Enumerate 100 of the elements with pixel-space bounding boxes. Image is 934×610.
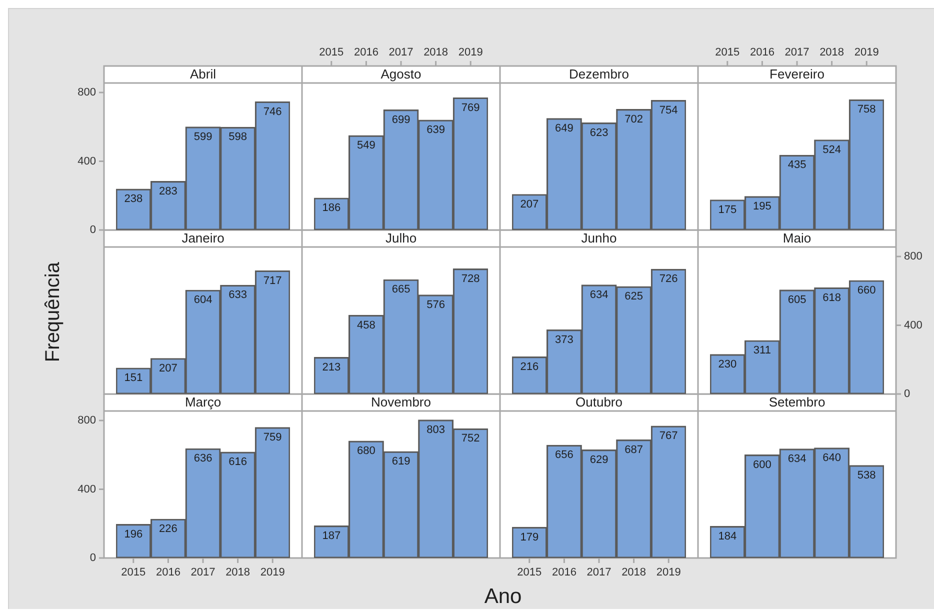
x-tick-label: 2018 (226, 566, 250, 579)
y-tick-label: 800 (78, 86, 96, 98)
data-label: 634 (788, 453, 806, 466)
chart-title: Fevereiro (770, 66, 824, 82)
data-label: 373 (555, 334, 574, 346)
data-label: 702 (624, 113, 643, 126)
data-label: 752 (461, 432, 480, 445)
data-label: 758 (857, 104, 876, 116)
data-label: 184 (718, 530, 737, 542)
x-tick-label: 2017 (388, 46, 414, 58)
x-tick-label: 2017 (586, 566, 612, 579)
x-tick-label: 2018 (622, 566, 646, 579)
data-label: 623 (590, 126, 608, 139)
data-label: 728 (461, 272, 480, 285)
data-label: 726 (659, 273, 678, 286)
data-label: 680 (357, 445, 376, 458)
data-label: 458 (357, 319, 376, 332)
data-label: 230 (718, 358, 737, 370)
data-label: 759 (263, 432, 282, 444)
x-tick-label: 2019 (854, 46, 879, 58)
chart-title: Agosto (380, 66, 422, 82)
data-label: 767 (659, 430, 678, 442)
data-label: 600 (753, 458, 772, 471)
x-tick-label: 2016 (156, 566, 180, 579)
data-label: 216 (520, 360, 539, 373)
data-label: 151 (124, 372, 143, 384)
data-label: 625 (624, 290, 643, 303)
data-label: 179 (520, 531, 539, 544)
data-label: 196 (124, 528, 143, 540)
y-tick-label: 0 (904, 388, 910, 400)
data-label: 629 (590, 454, 608, 466)
x-tick-label: 2016 (552, 566, 576, 579)
data-label: 633 (228, 289, 247, 302)
chart-title: Novembro (371, 394, 431, 410)
data-label: 616 (228, 456, 247, 468)
data-label: 746 (263, 106, 282, 118)
data-label: 699 (392, 114, 410, 126)
x-tick-label: 2019 (458, 46, 483, 58)
data-label: 636 (194, 452, 212, 465)
x-tick-label: 2019 (260, 566, 285, 579)
data-label: 186 (322, 202, 341, 214)
chart-title: Setembro (768, 394, 826, 410)
data-label: 538 (857, 470, 876, 482)
x-tick-label: 2015 (715, 46, 740, 58)
y-tick-label: 0 (90, 552, 96, 564)
y-tick-label: 400 (78, 155, 96, 168)
y-tick-label: 0 (90, 224, 96, 236)
data-label: 665 (392, 284, 410, 296)
x-tick-label: 2018 (424, 46, 448, 58)
data-label: 524 (822, 144, 841, 156)
x-tick-label: 2017 (784, 46, 810, 58)
x-axis-title: Ano (484, 585, 522, 608)
data-label: 618 (822, 292, 841, 304)
x-tick-label: 2015 (319, 46, 344, 58)
data-label: 238 (124, 193, 143, 206)
data-label: 769 (461, 102, 480, 114)
data-label: 634 (590, 289, 608, 302)
data-label: 639 (426, 124, 445, 136)
x-tick-label: 2018 (820, 46, 844, 58)
chart-title: Dezembro (569, 66, 629, 82)
data-label: 649 (555, 122, 574, 134)
data-label: 175 (718, 204, 737, 216)
chart-title: Janeiro (182, 230, 224, 246)
y-axis-title: Frequência (42, 262, 64, 362)
data-label: 687 (624, 444, 643, 456)
chart-title: Junho (581, 230, 617, 246)
data-label: 549 (357, 140, 376, 152)
chart-title: Maio (782, 230, 812, 246)
data-label: 187 (322, 530, 341, 542)
data-label: 604 (194, 294, 212, 306)
data-label: 283 (159, 185, 178, 198)
data-label: 803 (426, 424, 445, 436)
x-tick-label: 2015 (517, 566, 542, 579)
data-label: 660 (857, 284, 876, 297)
data-label: 435 (788, 159, 806, 172)
data-label: 605 (788, 294, 806, 306)
x-tick-label: 2016 (354, 46, 378, 58)
data-label: 598 (228, 131, 247, 144)
data-label: 717 (263, 274, 282, 287)
data-label: 640 (822, 452, 841, 464)
chart-title: Julho (385, 230, 417, 246)
data-label: 195 (753, 200, 772, 213)
data-label: 599 (194, 131, 212, 144)
x-tick-label: 2016 (750, 46, 774, 58)
data-label: 226 (159, 523, 178, 536)
y-tick-label: 800 (78, 414, 96, 426)
data-label: 619 (392, 456, 410, 468)
data-label: 207 (520, 198, 539, 210)
data-label: 213 (322, 361, 341, 374)
x-tick-label: 2019 (656, 566, 681, 579)
y-tick-label: 800 (904, 250, 922, 262)
x-tick-label: 2017 (190, 566, 216, 579)
chart-title: Outubro (576, 394, 622, 410)
chart-title: Abril (190, 66, 216, 82)
data-label: 207 (159, 362, 178, 374)
y-tick-label: 400 (78, 483, 96, 496)
y-tick-label: 400 (904, 319, 922, 332)
x-tick-label: 2015 (121, 566, 146, 579)
data-label: 656 (555, 449, 574, 462)
data-label: 311 (753, 344, 771, 357)
